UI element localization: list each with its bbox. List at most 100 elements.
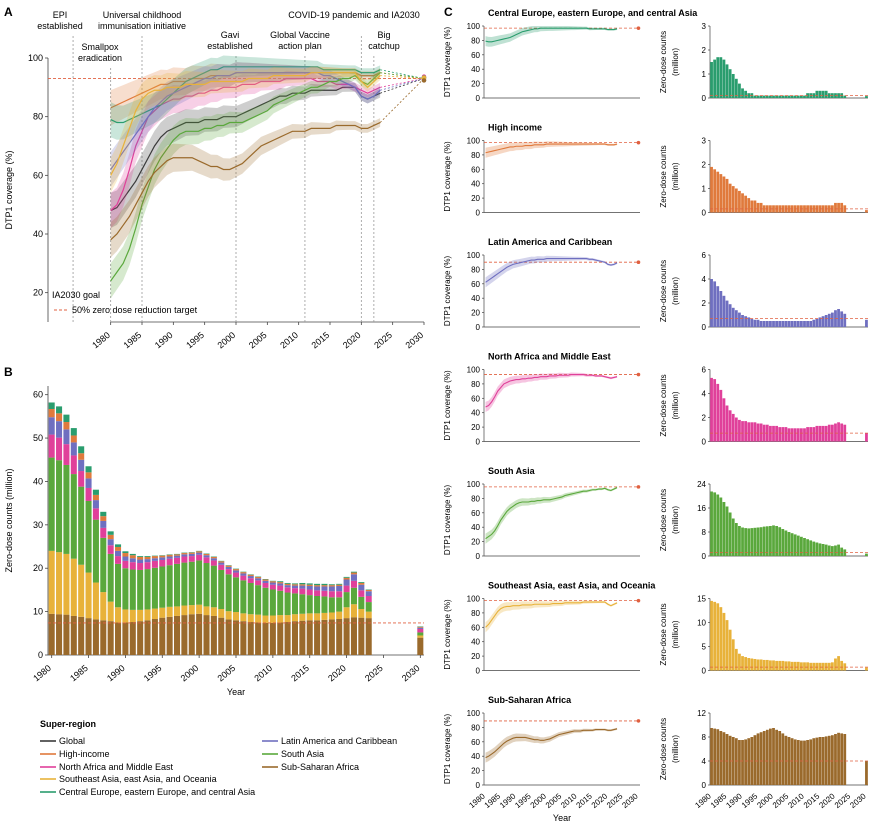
bar-ssa: [71, 616, 77, 655]
zd-y-tick-label: 3: [702, 22, 707, 31]
bar-nafme: [277, 586, 283, 591]
projection-seao: [380, 76, 424, 79]
cov-y-tick-label: 40: [471, 180, 480, 189]
zd-bar-ceeca: [815, 91, 818, 98]
zd-bar-nafme: [760, 424, 763, 442]
bar-nafme: [122, 561, 128, 568]
zd-bar-ssa: [797, 740, 800, 785]
x-tick-label: 1990: [153, 330, 175, 351]
zd-bar-nafme: [732, 414, 735, 442]
x-tick-label: 1985: [122, 330, 144, 351]
bar-nafme: [159, 560, 165, 567]
bar-lac: [130, 558, 136, 562]
y-tick-label: 50: [33, 433, 43, 443]
zd-bar-seao: [723, 613, 726, 671]
zd-y-label: Zero-dose counts: [659, 31, 668, 93]
zd-bar-ceeca: [825, 91, 828, 98]
bar-ssa: [49, 614, 55, 655]
zd-bar-high_income: [837, 203, 840, 213]
zd-y-label-2: (million): [671, 620, 680, 648]
bar-ssa: [137, 621, 143, 655]
zd-bar-nafme: [772, 426, 775, 442]
zd-bar-seao: [797, 662, 800, 671]
bar-ssa: [203, 615, 209, 655]
zd-bar-nafme: [769, 426, 772, 442]
event-label-1: Smallpox: [81, 42, 119, 52]
cov-y-tick-label: 60: [471, 509, 480, 518]
bar-ceeca: [285, 583, 291, 584]
target-bar-ssa: [417, 638, 423, 655]
bar-ssa: [240, 621, 246, 655]
event-label-1-2: eradication: [78, 53, 122, 63]
panel-b: B0102030405060Zero-dose counts (million)…: [4, 365, 424, 697]
bar-south_asia: [270, 589, 276, 615]
zd-bar-ssa: [754, 735, 757, 785]
zd-bar-ssa: [837, 733, 840, 785]
bar-high_income: [248, 575, 254, 576]
zd-bar-south_asia: [723, 502, 726, 556]
bar-high_income: [145, 557, 151, 559]
bar-seao: [108, 602, 114, 622]
zd-bar-ssa: [788, 737, 791, 785]
projection-ssa: [380, 79, 424, 123]
zd-bar-ssa: [741, 740, 744, 785]
zd-bar-seao: [837, 656, 840, 670]
bar-south_asia: [240, 580, 246, 613]
bar-high_income: [262, 580, 268, 581]
cov-target-point: [637, 599, 641, 603]
bar-high_income: [49, 409, 55, 417]
bar-ssa: [270, 623, 276, 655]
zd-bar-seao: [769, 660, 772, 670]
bar-seao: [314, 613, 320, 620]
zd-bar-ceeca: [713, 60, 716, 98]
y-tick-label: 60: [33, 170, 43, 180]
zd-bar-nafme: [735, 418, 738, 442]
bar-south_asia: [336, 597, 342, 611]
zd-bar-lac: [815, 319, 818, 327]
zd-bar-ceeca: [726, 64, 729, 98]
bar-high_income: [299, 584, 305, 585]
bar-lac: [196, 553, 202, 555]
bar-high_income: [321, 585, 327, 586]
bar-south_asia: [174, 564, 180, 607]
y-tick-label: 30: [33, 520, 43, 530]
bar-high_income: [329, 585, 335, 586]
bar-seao: [130, 610, 136, 622]
zd-bar-nafme: [837, 422, 840, 441]
zd-bar-seao: [825, 663, 828, 671]
bar-south_asia: [122, 568, 128, 609]
zd-bar-ssa: [760, 732, 763, 785]
zd-bar-ssa: [843, 734, 846, 785]
cov-y-tick-label: 0: [476, 94, 481, 103]
zd-y-tick-label: 1: [702, 70, 707, 79]
zd-bar-seao: [754, 659, 757, 671]
bar-south_asia: [189, 562, 195, 605]
bar-ssa: [233, 620, 239, 655]
bar-ssa: [344, 618, 350, 655]
zd-target-bar-high_income: [865, 210, 868, 212]
cov-y-tick-label: 40: [471, 523, 480, 532]
zd-bar-high_income: [757, 203, 760, 213]
bar-south_asia: [49, 458, 55, 551]
bar-high_income: [159, 556, 165, 558]
zd-bar-ssa: [840, 733, 843, 785]
zd-bar-south_asia: [806, 539, 809, 556]
zd-y-tick-label: 0: [702, 667, 707, 676]
bar-ceeca: [344, 577, 350, 578]
goal-label: IA2030 goal: [52, 290, 100, 300]
zd-bar-nafme: [803, 428, 806, 441]
cov-x-label: Year: [553, 813, 571, 823]
bar-lac: [137, 560, 143, 563]
bar-ssa: [93, 619, 99, 655]
zd-y-label-2: (million): [671, 277, 680, 305]
cov-y-tick-label: 20: [471, 80, 480, 89]
bar-south_asia: [344, 592, 350, 607]
cov-y-tick-label: 20: [471, 194, 480, 203]
bar-high_income: [93, 495, 99, 500]
zd-bar-seao: [788, 661, 791, 670]
bar-seao: [189, 605, 195, 614]
bar-lac: [159, 557, 165, 560]
bar-lac: [108, 539, 114, 545]
bar-south_asia: [366, 602, 372, 612]
zd-bar-south_asia: [766, 526, 769, 556]
